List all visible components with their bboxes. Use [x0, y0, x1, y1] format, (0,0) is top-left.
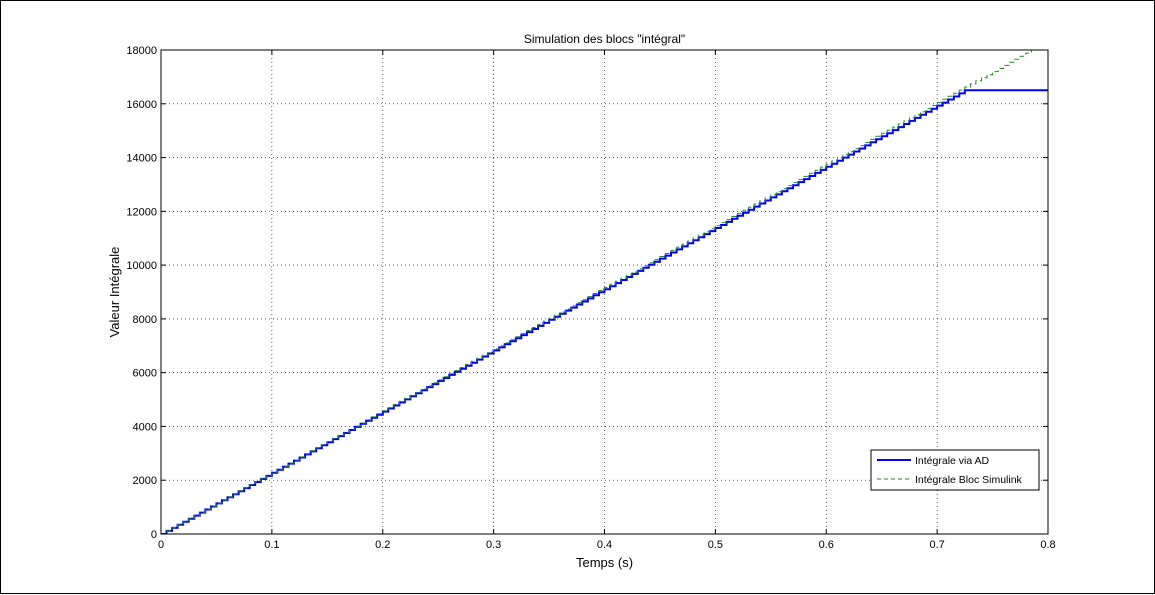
legend-label-series-2: Intégrale Bloc Simulink [915, 474, 1023, 486]
x-tick-label: 0.8 [1040, 539, 1055, 551]
x-tick-label: 0.2 [375, 539, 390, 551]
y-tick-label: 4000 [133, 421, 157, 433]
series-group [161, 50, 1048, 534]
x-tick-label: 0 [158, 539, 164, 551]
x-tick-label: 0.5 [708, 539, 723, 551]
y-tick-label: 10000 [126, 260, 157, 272]
x-tick-label: 0.6 [819, 539, 834, 551]
x-axis-label: Temps (s) [576, 555, 633, 570]
x-tick-label: 0.1 [264, 539, 279, 551]
series-line-2 [161, 50, 1032, 534]
x-tick-label: 0.4 [597, 539, 612, 551]
legend-label-series-1: Intégrale via AD [915, 455, 990, 467]
y-tick-label: 8000 [133, 314, 157, 326]
ticks: 0 0.1 0.2 0.3 0.4 0.5 0.6 0.7 0.8 0 2000 4000 6000 80… [126, 45, 1055, 551]
y-tick-label: 6000 [133, 368, 157, 380]
x-tick-label: 0.7 [929, 539, 944, 551]
y-tick-label: 12000 [126, 206, 157, 218]
y-tick-label: 0 [151, 529, 157, 541]
y-tick-label: 18000 [126, 45, 157, 57]
y-tick-label: 2000 [133, 475, 157, 487]
chart-title: Simulation des blocs "intégral" [524, 32, 685, 46]
grid [161, 50, 1048, 534]
y-tick-label: 14000 [126, 153, 157, 165]
y-axis-label: Valeur Intégrale [107, 247, 122, 338]
legend: Intégrale via AD Intégrale Bloc Simulink [870, 449, 1040, 491]
y-tick-label: 16000 [126, 99, 157, 111]
x-tick-label: 0.3 [486, 539, 501, 551]
legend-box [870, 449, 1040, 491]
